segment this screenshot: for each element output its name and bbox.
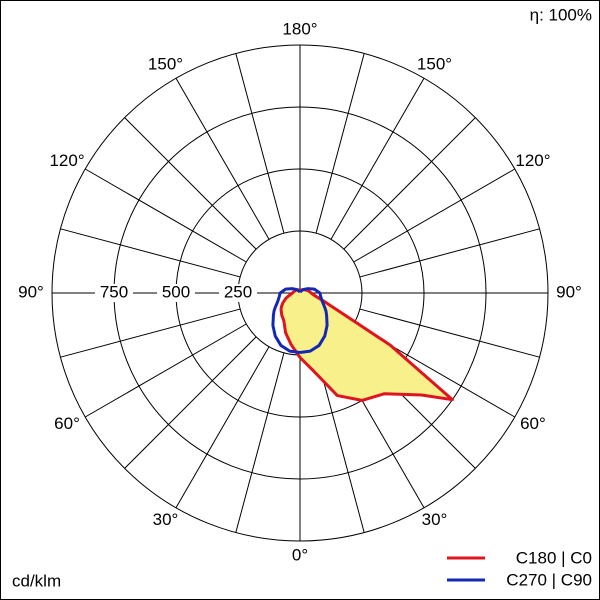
efficiency-label: η: 100% (530, 5, 592, 24)
spoke (235, 352, 285, 533)
spoke (343, 117, 476, 250)
angle-tick-label: 30° (153, 510, 179, 529)
angle-tick-label: 120° (515, 151, 550, 170)
distribution-curve (271, 287, 302, 355)
angle-tick-label: 150° (148, 55, 183, 74)
spoke (175, 77, 270, 240)
r-tick-label: 750 (100, 282, 128, 301)
spoke (315, 53, 365, 234)
spoke (60, 308, 241, 358)
spoke (84, 168, 247, 263)
distribution-curve (298, 287, 329, 355)
spoke (359, 308, 540, 358)
legend-label: C270 | C90 (506, 570, 592, 589)
label-bg (219, 284, 257, 302)
label-bg (95, 284, 133, 302)
spoke (84, 323, 247, 418)
legend-label: C180 | C0 (516, 548, 592, 567)
angle-tick-label: 60° (54, 414, 80, 433)
angle-tick-label: 30° (422, 510, 448, 529)
spoke (359, 228, 540, 278)
spoke (235, 53, 285, 234)
label-bg (157, 284, 195, 302)
angle-tick-label: 120° (49, 151, 84, 170)
spoke (330, 77, 425, 240)
r-tick-label: 500 (162, 282, 190, 301)
spoke (353, 168, 516, 263)
spoke (124, 117, 257, 250)
r-tick-label: 250 (224, 282, 252, 301)
angle-tick-label: 90° (556, 282, 582, 301)
spoke (175, 346, 270, 509)
angle-tick-label: 90° (18, 282, 44, 301)
angle-tick-label: 60° (520, 414, 546, 433)
angle-tick-label: 150° (417, 55, 452, 74)
spoke (124, 336, 257, 469)
spoke (60, 228, 241, 278)
unit-label: cd/klm (12, 571, 61, 590)
distribution-fill (281, 289, 453, 401)
angle-tick-label: 180° (282, 19, 317, 38)
angle-tick-label: 0° (292, 545, 308, 564)
